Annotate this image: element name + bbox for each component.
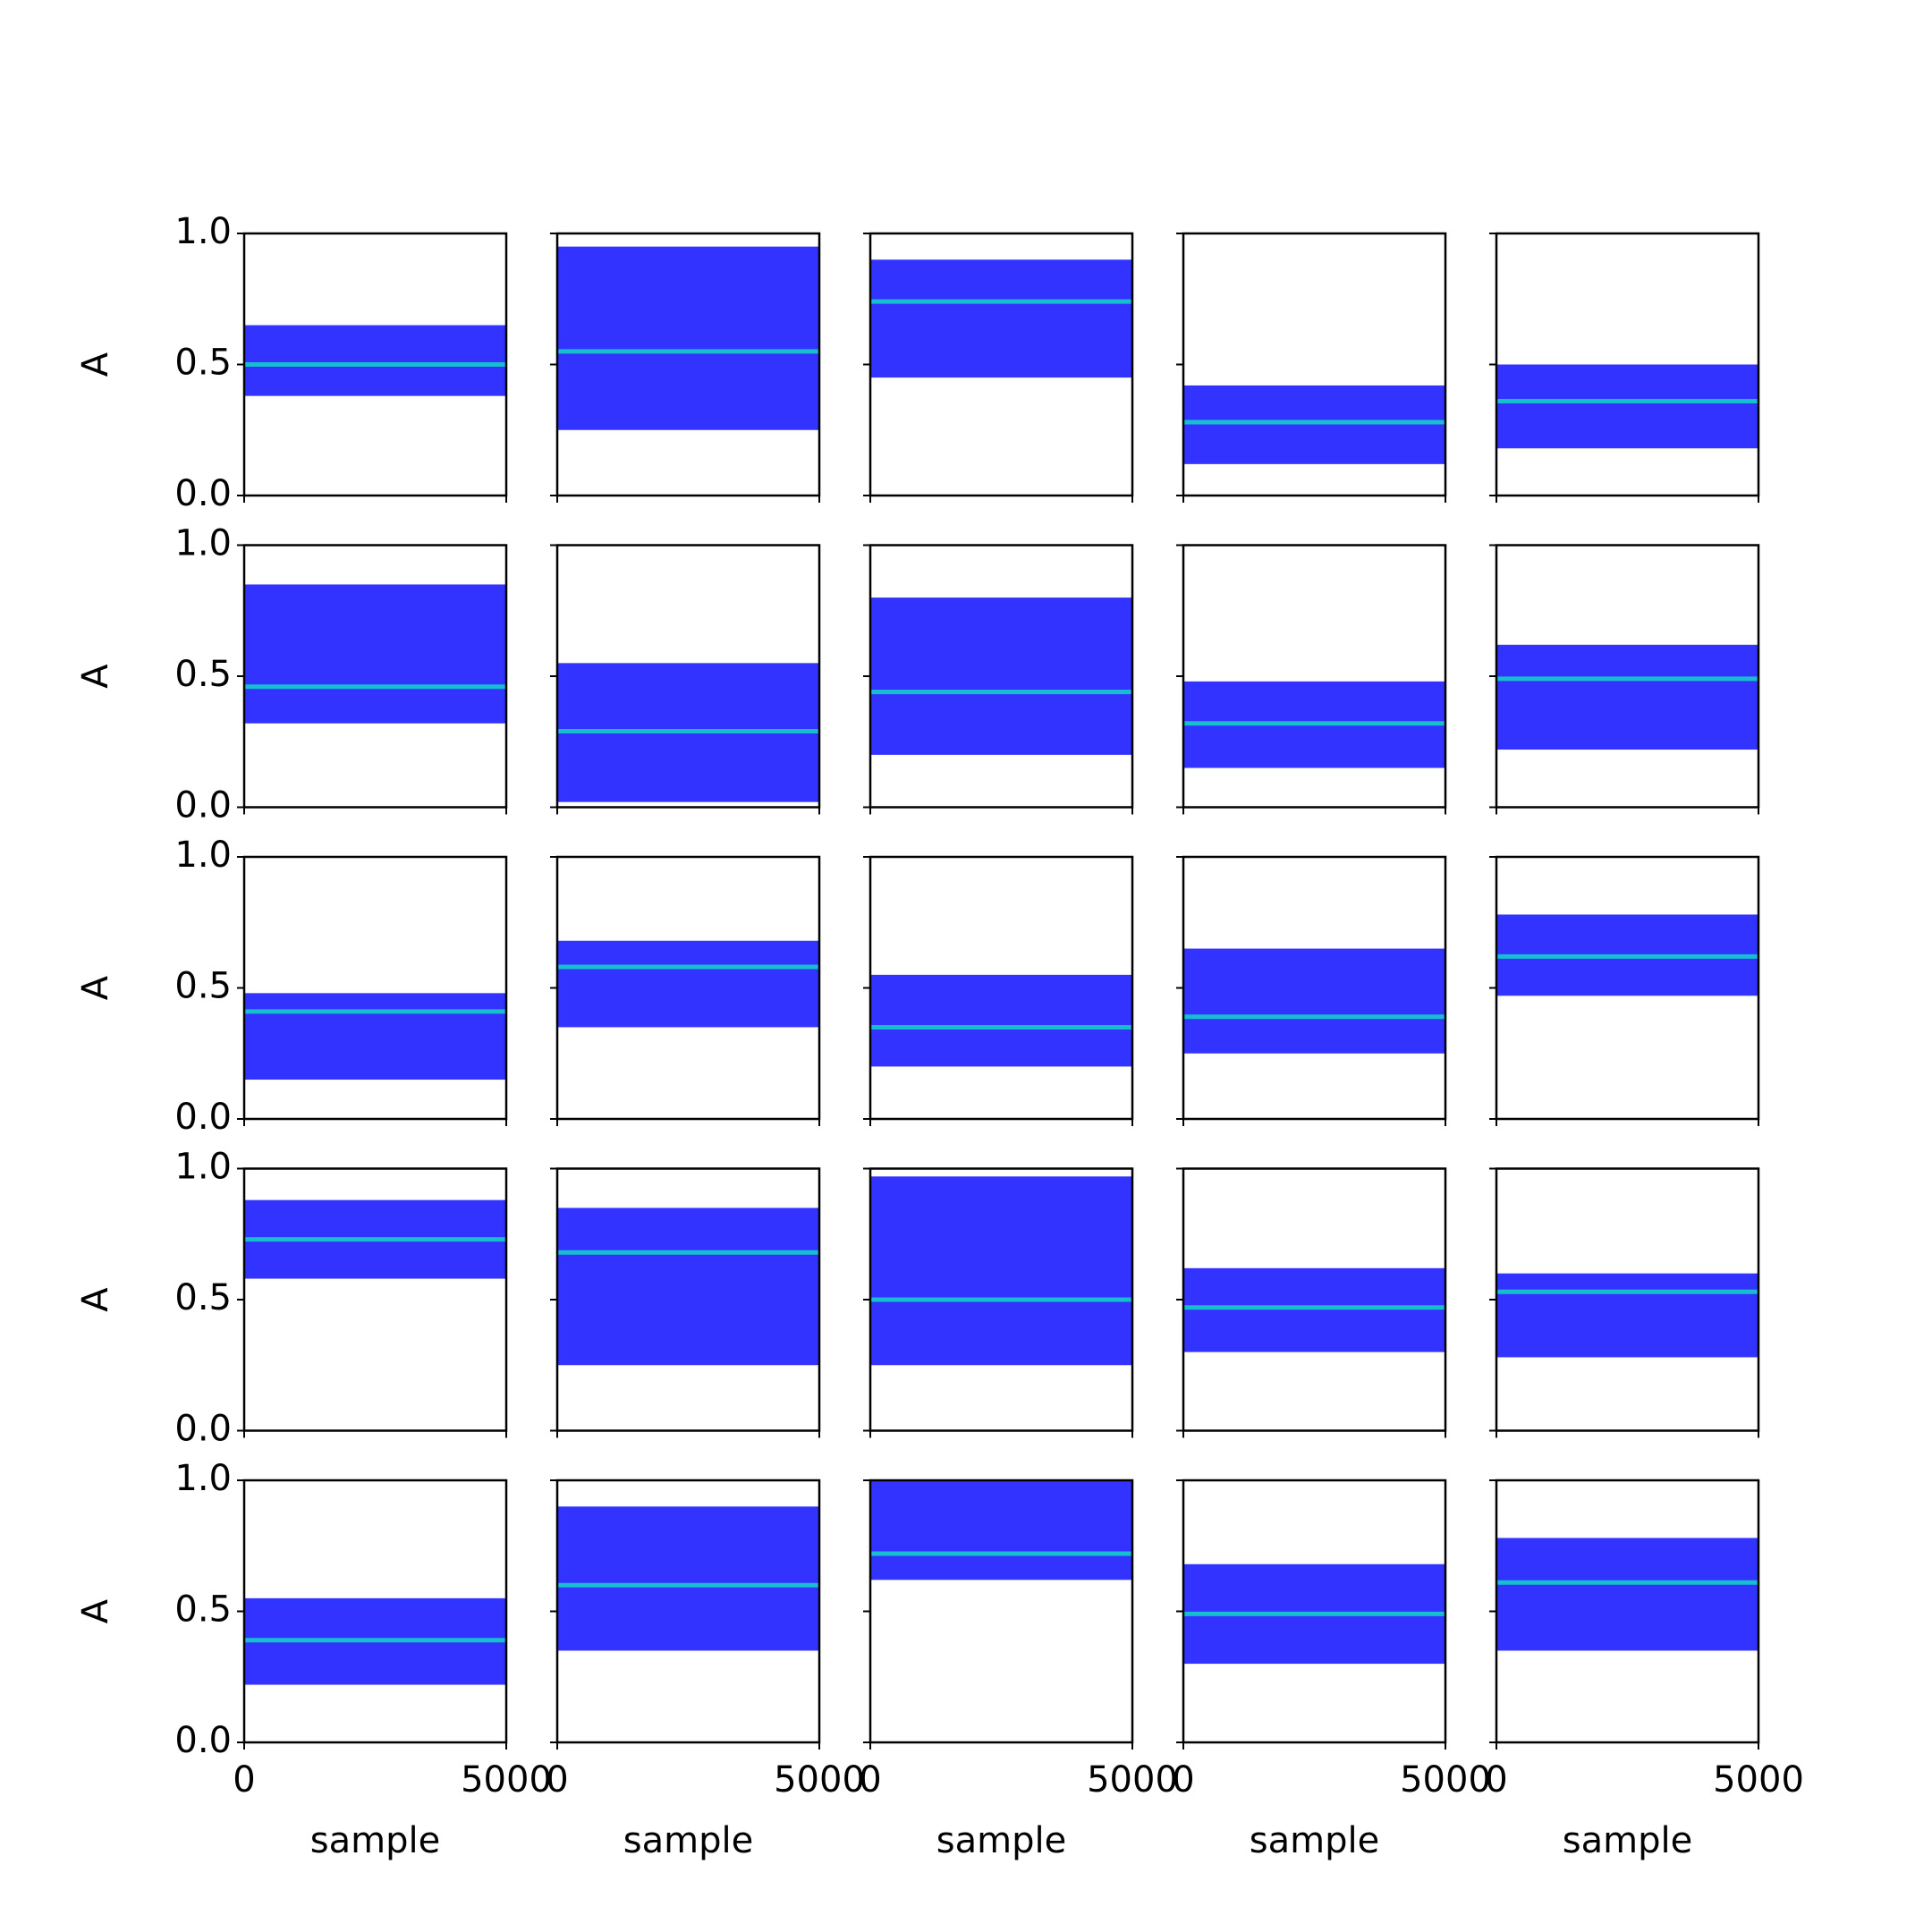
y-tick-label: 1.0 (174, 523, 232, 564)
point-cloud (557, 246, 819, 430)
point-cloud (557, 940, 819, 1028)
x-tick-label: 0 (546, 1759, 568, 1801)
y-axis-label: A (75, 664, 116, 689)
x-axis-label: sample (623, 1820, 753, 1861)
y-axis-label: A (75, 352, 116, 377)
x-axis-label: sample (1563, 1820, 1692, 1861)
x-tick-label: 5000 (774, 1759, 865, 1801)
y-axis-label: A (75, 1598, 116, 1623)
y-tick-label: 0.5 (174, 1589, 232, 1631)
y-tick-label: 0.0 (174, 785, 232, 826)
point-cloud (1496, 644, 1758, 750)
x-axis-label: sample (310, 1820, 440, 1861)
y-tick-label: 0.0 (174, 1720, 232, 1761)
point-cloud (244, 584, 506, 724)
y-axis-label: A (75, 1287, 116, 1312)
y-tick-label: 0.5 (174, 654, 232, 695)
point-cloud (1183, 948, 1445, 1054)
x-tick-label: 5000 (1400, 1759, 1491, 1801)
y-tick-label: 1.0 (174, 835, 232, 876)
point-cloud (870, 1480, 1132, 1580)
point-cloud (557, 1208, 819, 1366)
point-cloud (870, 259, 1132, 378)
x-axis-label: sample (1250, 1820, 1379, 1861)
y-tick-label: 0.5 (174, 343, 232, 384)
point-cloud (1496, 1538, 1758, 1651)
x-tick-label: 0 (1172, 1759, 1194, 1801)
y-tick-label: 0.5 (174, 1277, 232, 1318)
y-tick-label: 0.5 (174, 966, 232, 1007)
point-cloud (870, 597, 1132, 755)
point-cloud (870, 974, 1132, 1067)
y-tick-label: 1.0 (174, 1458, 232, 1499)
x-tick-label: 0 (859, 1759, 881, 1801)
point-cloud (244, 325, 506, 396)
point-cloud (557, 1506, 819, 1651)
point-cloud (1183, 1267, 1445, 1352)
x-axis-label: sample (936, 1820, 1066, 1861)
x-tick-label: 0 (233, 1759, 255, 1801)
point-cloud (1496, 1273, 1758, 1358)
point-cloud (244, 993, 506, 1080)
point-cloud (1496, 364, 1758, 449)
y-tick-label: 0.0 (174, 1409, 232, 1450)
point-cloud (870, 1176, 1132, 1366)
point-cloud (1183, 385, 1445, 464)
x-tick-label: 5000 (1087, 1759, 1178, 1801)
x-tick-label: 0 (1485, 1759, 1507, 1801)
y-tick-label: 0.0 (174, 473, 232, 514)
y-tick-label: 1.0 (174, 1147, 232, 1188)
x-tick-label: 5000 (1713, 1759, 1804, 1801)
y-tick-label: 0.0 (174, 1097, 232, 1138)
x-tick-label: 5000 (461, 1759, 552, 1801)
y-tick-label: 1.0 (174, 211, 232, 252)
y-axis-label: A (75, 975, 116, 1000)
